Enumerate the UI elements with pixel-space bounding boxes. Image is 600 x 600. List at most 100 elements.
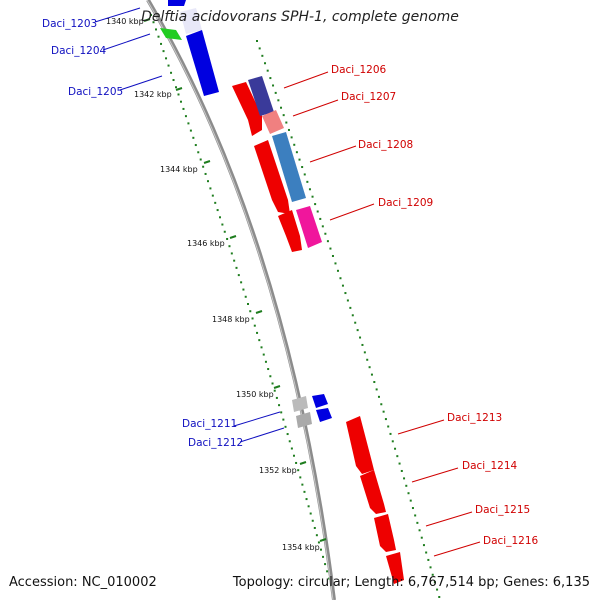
track-dot [242,288,245,291]
track-dot [301,483,304,486]
track-dot [194,144,197,147]
track-dot [305,498,308,501]
track-dot [267,368,270,371]
track-dot [319,548,322,551]
gene-daci-1208[interactable] [254,140,290,214]
track-dot [256,40,258,42]
track-dot [306,180,309,183]
gene-label-daci-1213[interactable]: Daci_1213 [447,412,502,424]
gene-daci-1211[interactable] [312,394,328,408]
tick-label: 1344 kbp [160,165,198,174]
tick-label: 1354 kbp [282,543,320,552]
track-dot [216,209,219,212]
track-dot [436,588,439,591]
gene-label-daci-1207[interactable]: Daci_1207 [341,91,396,103]
track-dot [269,375,272,378]
track-dot [226,237,229,240]
gene-label-layer: Daci_1203 Daci_1204 Daci_1205 Daci_1206 Daci… [42,18,539,547]
track-dot [240,281,243,284]
track-dot [400,469,403,472]
gene-label-daci-1209[interactable]: Daci_1209 [378,197,433,209]
gene-label-daci-1204[interactable]: Daci_1204 [51,45,107,57]
track-dot [246,303,249,305]
track-dot [314,203,317,206]
track-dot [282,418,285,421]
gene-daci-1212-grey[interactable] [296,412,312,428]
track-dot [422,544,425,547]
track-dot [307,505,310,508]
gene-daci-1207-b[interactable] [262,110,284,134]
gene-daci-1209-b[interactable] [296,206,322,248]
track-dot [214,201,217,204]
track-dot [160,42,163,45]
track-dot [351,314,354,317]
gene-daci-1205[interactable] [186,30,219,96]
track-dot [258,339,261,342]
track-dot [391,440,394,443]
track-dot [389,432,392,435]
gene-label-daci-1211[interactable]: Daci_1211 [182,418,237,430]
gene-daci-1212[interactable] [316,408,332,422]
tick-label: 1342 kbp [134,90,172,99]
track-dot [339,277,342,280]
track-dot [398,462,401,465]
track-dot [396,455,399,458]
tick-mark [273,385,281,389]
gene-label-daci-1208[interactable]: Daci_1208 [358,139,413,151]
gene-daci-1208-b[interactable] [272,132,306,202]
gene-label-daci-1215[interactable]: Daci_1215 [475,504,530,516]
track-dot [284,425,287,428]
gene-daci-1207[interactable] [248,76,274,116]
track-dot [431,573,434,576]
track-dot [165,57,168,60]
track-dot [274,91,277,94]
leader-lines [94,7,481,557]
track-dot [321,225,324,228]
tick-label: 1346 kbp [187,239,225,248]
gene-label-daci-1214[interactable]: Daci_1214 [462,460,518,472]
gene-label-daci-1205[interactable]: Daci_1205 [68,86,123,98]
track-dot [427,558,430,561]
gene-daci-1211-grey[interactable] [292,396,308,412]
gene-daci-1214[interactable] [360,470,386,514]
track-dot [344,292,347,295]
track-dot [420,536,423,539]
gene-label-daci-1206[interactable]: Daci_1206 [331,64,387,76]
track-dot [272,84,275,87]
track-dot [326,570,329,573]
track-dot [230,252,233,255]
track-dot [301,166,304,169]
track-dot [295,461,298,464]
track-dot [295,151,298,154]
genome-backbone-highlight [146,0,334,600]
track-dot [299,476,302,479]
gene-daci-1216[interactable] [386,552,404,584]
track-dot [293,143,296,146]
gene-daci-1213[interactable] [346,416,374,474]
track-dot [264,360,267,363]
track-dot [197,151,200,154]
gene-daci-1203-b[interactable] [180,8,202,34]
track-dot [219,216,222,219]
gene-daci-1204[interactable] [160,28,182,40]
track-dot [249,310,252,313]
track-dot [409,499,412,502]
track-dot [256,331,259,334]
track-dot [336,269,339,272]
track-dot [192,136,195,139]
track-dot [223,230,226,233]
gene-label-daci-1216[interactable]: Daci_1216 [483,535,539,547]
gene-daci-1203[interactable] [168,0,186,6]
track-dot [258,47,261,50]
tick-label: 1350 kbp [236,390,274,399]
track-dot [354,321,357,324]
track-dot [292,454,295,457]
gene-label-daci-1212[interactable]: Daci_1212 [188,437,243,449]
track-dot [211,194,214,197]
gene-label-daci-1203[interactable]: Daci_1203 [42,18,97,30]
track-dot [349,306,352,309]
gene-daci-1209[interactable] [278,210,302,252]
gene-daci-1206[interactable] [232,82,262,136]
gene-daci-1215[interactable] [374,514,396,552]
track-dot [170,71,173,74]
